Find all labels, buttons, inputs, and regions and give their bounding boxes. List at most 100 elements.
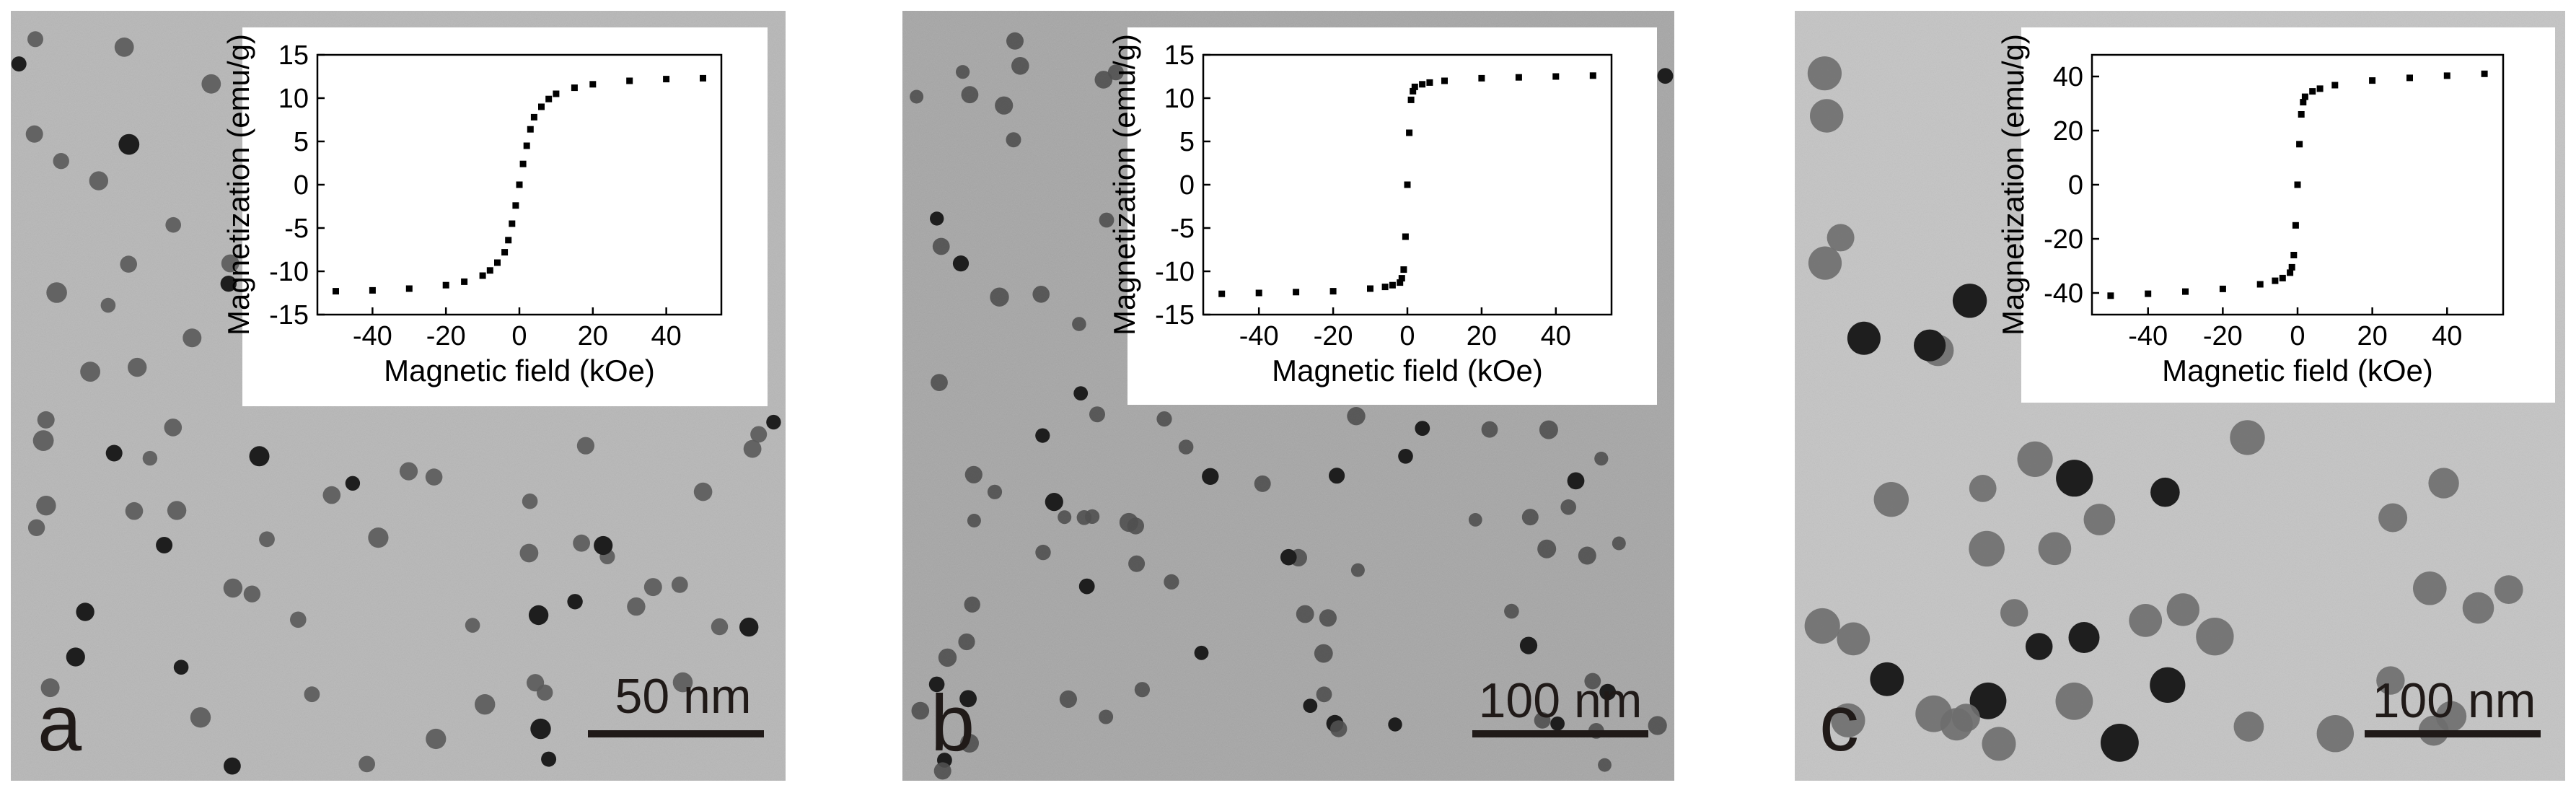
nanoparticle — [527, 674, 545, 692]
nanoparticle — [2230, 420, 2265, 455]
nanoparticle — [2129, 604, 2163, 637]
nanoparticle — [1831, 703, 1865, 737]
nanoparticle — [1519, 636, 1538, 654]
nanoparticle — [1006, 32, 1024, 50]
nanoparticle — [465, 618, 480, 633]
data-point — [700, 74, 706, 82]
nanoparticle — [1178, 439, 1194, 455]
nanoparticle — [995, 96, 1014, 115]
nanoparticle — [1804, 608, 1840, 644]
nanoparticle — [1058, 510, 1072, 525]
nanoparticle — [2435, 701, 2467, 732]
y-tick-label: 15 — [1164, 40, 1195, 71]
nanoparticle — [1969, 530, 2005, 567]
nanoparticle — [959, 690, 977, 708]
nanoparticle — [114, 38, 134, 57]
nanoparticle — [40, 678, 60, 698]
nanoparticle — [1078, 578, 1095, 595]
nanoparticle — [167, 501, 187, 520]
nanoparticle — [1128, 555, 1146, 572]
nanoparticle — [2025, 633, 2053, 660]
nanoparticle — [1657, 68, 1674, 84]
data-point — [571, 84, 578, 92]
data-point — [479, 272, 486, 279]
y-tick-label: 0 — [2068, 170, 2083, 201]
nanoparticle — [1584, 672, 1601, 690]
nanoparticle — [1837, 622, 1871, 656]
nanoparticle — [956, 65, 970, 79]
nanoparticle — [711, 618, 729, 636]
nanoparticle — [1827, 224, 1855, 252]
nanoparticles-c — [1804, 56, 2523, 762]
data-point — [1441, 77, 1448, 84]
nanoparticle — [671, 577, 688, 593]
nanoparticle — [1164, 574, 1179, 590]
nanoparticle — [1388, 717, 1402, 732]
y-tick-label: 5 — [294, 127, 309, 157]
data-point — [1478, 74, 1485, 82]
nanoparticle — [2055, 682, 2093, 720]
data-point — [519, 160, 527, 167]
nanoparticle — [2017, 441, 2053, 478]
nanoparticle — [1550, 717, 1565, 731]
nanoparticle — [1808, 246, 1842, 280]
x-tick-label: -20 — [1314, 321, 1353, 351]
data-point — [553, 90, 560, 97]
data-point — [2294, 181, 2301, 188]
nanoparticle — [1504, 603, 1519, 619]
nanoparticle — [1303, 698, 1318, 713]
nanoparticle — [32, 430, 54, 451]
x-tick-label: -40 — [1239, 321, 1279, 351]
nanoparticle — [2083, 504, 2116, 535]
x-tick-label: 20 — [1467, 321, 1497, 351]
data-point — [545, 95, 553, 102]
data-point — [505, 237, 512, 244]
nanoparticle — [46, 282, 67, 303]
nanoparticle — [1810, 99, 1844, 133]
nanoparticle — [2150, 667, 2186, 704]
nanoparticle — [594, 535, 613, 556]
x-tick-label: -40 — [353, 321, 392, 351]
nanoparticle — [2378, 503, 2408, 533]
nanoparticle — [304, 686, 320, 703]
nanoparticle — [958, 633, 975, 651]
data-point — [2256, 281, 2264, 288]
y-axis-label: Magnetization (emu/g) — [1996, 34, 2030, 336]
nanoparticle — [567, 594, 583, 610]
panel-letter-c: c — [1819, 679, 1859, 768]
nanoparticle — [426, 728, 447, 750]
data-point — [663, 76, 670, 83]
nanoparticle — [345, 476, 361, 491]
nanoparticle — [120, 255, 137, 273]
nanoparticle — [627, 597, 646, 616]
data-point — [530, 113, 537, 121]
nanoparticle — [2056, 460, 2093, 497]
nanoparticle — [519, 543, 539, 563]
nanoparticle — [911, 701, 930, 720]
nanoparticle — [76, 603, 94, 621]
data-point — [494, 259, 501, 266]
nanoparticle — [1254, 475, 1271, 492]
y-axis-label: Magnetization (emu/g) — [221, 34, 255, 336]
nanoparticle — [1099, 212, 1115, 228]
y-axis-label: Magnetization (emu/g) — [1107, 34, 1141, 336]
data-point — [523, 142, 530, 149]
panel-b: -40 -20 0 20 40 -15 -10 -5 0 5 10 15 Magnetic field … — [902, 11, 1674, 781]
data-point — [1397, 279, 1404, 286]
inset-bg-b — [1127, 27, 1657, 405]
y-tick-label: -20 — [2044, 224, 2083, 255]
panel-letter-a: a — [38, 679, 82, 768]
nanoparticle — [573, 534, 590, 552]
nanoparticle — [1539, 420, 1558, 439]
nanoparticle — [522, 493, 538, 509]
nanoparticle — [1481, 421, 1498, 438]
nanoparticle — [190, 707, 211, 728]
nanoparticle — [1085, 509, 1100, 525]
y-tick-label: 0 — [294, 170, 309, 201]
data-point — [2296, 141, 2303, 148]
nanoparticle — [66, 647, 85, 667]
magnetization-plot-b: -40 -20 0 20 40 -15 -10 -5 0 5 10 15 Magnetic field … — [1107, 34, 1613, 387]
y-tick-label: -15 — [1155, 300, 1195, 330]
nanoparticle — [1534, 711, 1551, 729]
